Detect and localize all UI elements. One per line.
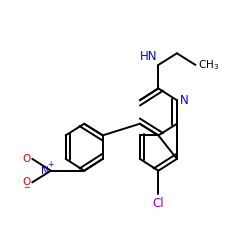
Text: CH$_3$: CH$_3$ (198, 58, 220, 72)
Text: HN: HN (140, 50, 157, 63)
Text: N: N (180, 94, 189, 107)
Text: O: O (23, 177, 31, 187)
Text: Cl: Cl (152, 197, 164, 210)
Text: O: O (23, 154, 31, 164)
Text: N: N (40, 166, 48, 176)
Text: +: + (47, 160, 54, 169)
Text: −: − (23, 183, 30, 192)
